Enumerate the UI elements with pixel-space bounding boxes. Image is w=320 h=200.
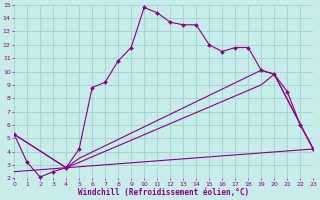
X-axis label: Windchill (Refroidissement éolien,°C): Windchill (Refroidissement éolien,°C)	[78, 188, 249, 197]
